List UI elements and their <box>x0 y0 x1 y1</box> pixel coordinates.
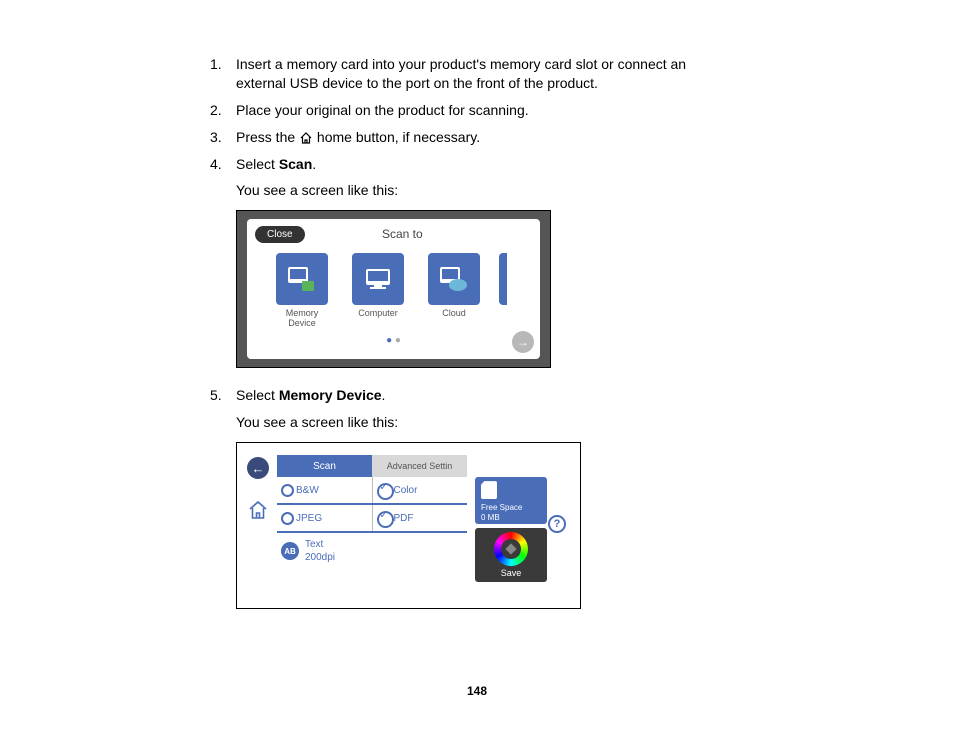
sd-card-icon <box>481 481 497 499</box>
radio-checked-icon <box>377 511 392 526</box>
back-button[interactable]: ← <box>247 457 269 479</box>
memory-device-tile[interactable]: Memory Device <box>271 253 333 329</box>
panel-title: Scan to <box>313 227 532 241</box>
memory-device-icon <box>276 253 328 305</box>
step-1: 1. Insert a memory card into your produc… <box>210 55 735 93</box>
step-text: Select Memory Device. You see a screen l… <box>236 386 735 432</box>
ab-icon: AB <box>281 542 299 560</box>
computer-icon <box>352 253 404 305</box>
step-subtext: You see a screen like this: <box>236 181 735 200</box>
jpeg-option[interactable]: JPEG <box>277 505 373 531</box>
format-row: JPEG PDF <box>277 505 467 533</box>
tile-label: Cloud <box>442 309 466 319</box>
close-button[interactable]: Close <box>255 226 305 243</box>
step-number: 2. <box>210 101 236 120</box>
panel-header: Close Scan to <box>247 219 540 249</box>
free-space-label: Free Space <box>481 503 541 513</box>
step-text: Place your original on the product for s… <box>236 101 735 120</box>
step-number: 3. <box>210 128 236 147</box>
computer-tile[interactable]: Computer <box>347 253 409 329</box>
color-option[interactable]: Color <box>373 477 468 503</box>
advanced-tab[interactable]: Advanced Settin <box>372 455 467 477</box>
radio-checked-icon <box>377 483 392 498</box>
step-text: Press the home button, if necessary. <box>236 128 735 147</box>
step-subtext: You see a screen like this: <box>236 413 735 432</box>
cloud-icon <box>428 253 480 305</box>
tabs: Scan Advanced Settin <box>277 455 467 477</box>
radio-empty-icon <box>281 484 294 497</box>
left-nav: ← <box>247 455 269 521</box>
page-dots: ● ● <box>247 335 540 346</box>
tile-label: Computer <box>358 309 398 319</box>
help-button[interactable]: ? <box>548 515 566 533</box>
step-2: 2. Place your original on the product fo… <box>210 101 735 120</box>
save-label: Save <box>501 568 522 578</box>
color-wheel-icon <box>494 532 528 566</box>
radio-empty-icon <box>281 512 294 525</box>
save-button[interactable]: Save <box>475 528 547 582</box>
step-number: 4. <box>210 155 236 201</box>
page-number: 148 <box>0 684 954 698</box>
tile-label: Memory Device <box>286 309 319 329</box>
memory-device-screenshot: ← Scan Advanced Settin B&W Color <box>236 442 581 609</box>
scan-to-screenshot: Close Scan to Memory Device Computer <box>236 210 551 368</box>
step-number: 1. <box>210 55 236 93</box>
right-panel: Free Space 0 MB Save <box>475 455 547 582</box>
cloud-tile[interactable]: Cloud <box>423 253 485 329</box>
step-text: Insert a memory card into your product's… <box>236 55 735 93</box>
home-icon <box>299 132 313 144</box>
storage-box: Free Space 0 MB <box>475 477 547 524</box>
color-mode-row: B&W Color <box>277 477 467 505</box>
dpi-row[interactable]: AB Text 200dpi <box>277 533 467 569</box>
step-text: Select Scan. You see a screen like this: <box>236 155 735 201</box>
tile-row: Memory Device Computer Cloud <box>247 249 540 329</box>
home-button[interactable] <box>247 499 269 521</box>
scan-to-panel: Close Scan to Memory Device Computer <box>247 219 540 359</box>
step-4: 4. Select Scan. You see a screen like th… <box>210 155 735 201</box>
step-5: 5. Select Memory Device. You see a scree… <box>210 386 735 432</box>
partial-tile <box>499 253 507 305</box>
free-space-value: 0 MB <box>481 513 541 523</box>
step-3: 3. Press the home button, if necessary. <box>210 128 735 147</box>
step-number: 5. <box>210 386 236 432</box>
next-arrow-button[interactable]: → <box>512 331 534 353</box>
scan-tab[interactable]: Scan <box>277 455 372 477</box>
dpi-block: Text 200dpi <box>305 538 335 564</box>
bw-option[interactable]: B&W <box>277 477 373 503</box>
settings-panel: Scan Advanced Settin B&W Color JPEG <box>277 455 467 569</box>
pdf-option[interactable]: PDF <box>373 505 468 531</box>
